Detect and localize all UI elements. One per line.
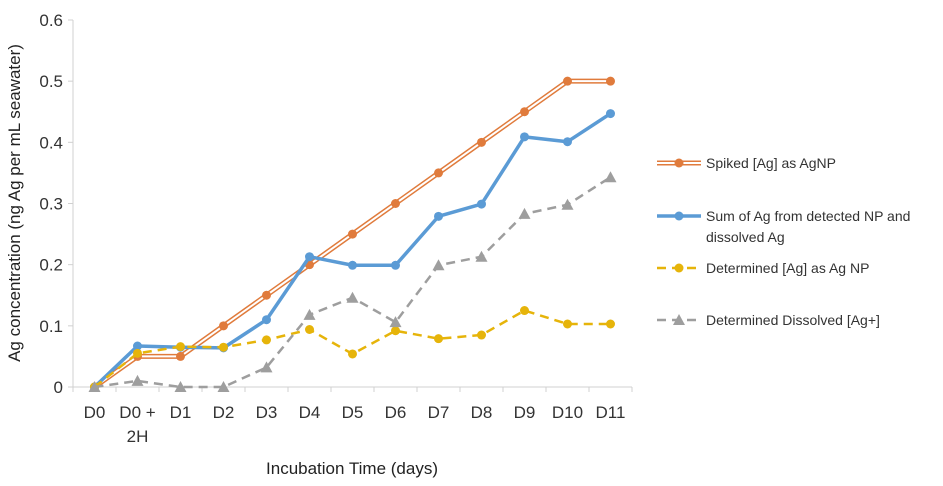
data-point: [348, 260, 357, 270]
data-point: [305, 325, 314, 335]
series-line: [93, 112, 612, 389]
data-point: [391, 326, 400, 336]
legend-marker: [674, 211, 684, 221]
data-point: [606, 109, 615, 119]
legend-marker: [674, 263, 684, 273]
data-point: [477, 330, 486, 340]
data-point: [520, 107, 529, 117]
y-tick-label: 0.3: [39, 195, 63, 214]
data-point: [219, 321, 228, 331]
x-tick-label: D7: [428, 403, 450, 422]
x-tick-label: D3: [256, 403, 278, 422]
data-point: [604, 171, 617, 183]
data-point: [518, 207, 531, 219]
data-point: [391, 199, 400, 208]
y-tick-label: 0.1: [39, 317, 63, 336]
data-point: [475, 250, 488, 262]
series-line: [93, 309, 611, 388]
data-point: [133, 341, 142, 351]
y-tick-label: 0: [54, 378, 63, 397]
data-point: [133, 348, 142, 358]
data-point: [563, 319, 572, 329]
y-axis-title: Ag concentration (ng Ag per mL seawater): [5, 44, 24, 362]
x-tick-label: D0: [84, 403, 106, 422]
data-point: [88, 381, 101, 392]
data-point: [176, 351, 185, 361]
data-point: [305, 252, 314, 262]
x-axis: D0 D0 +2H D1 D2 D3 D4 D5 D6 D7 D8 D9 D10 D11: [72, 386, 633, 446]
legend-entry: Determined Dissolved [Ag+]: [657, 312, 880, 328]
data-point: [606, 76, 615, 86]
x-tick-label: D11: [596, 403, 626, 422]
data-point: [262, 315, 271, 325]
data-point: [434, 334, 443, 344]
series-layer: [88, 76, 617, 392]
series-1: [90, 76, 615, 392]
data-point: [260, 361, 273, 373]
data-point: [563, 137, 572, 147]
y-tick-label: 0.2: [39, 256, 63, 275]
x-axis-title: Incubation Time (days): [266, 459, 438, 478]
legend-label: Sum of Ag from detected NP and dissolved …: [706, 208, 910, 245]
series-2: [90, 109, 615, 392]
x-tick-label: D1: [170, 403, 192, 422]
data-point: [176, 342, 185, 352]
x-tick-label: D9: [514, 403, 536, 422]
data-point: [391, 260, 400, 270]
data-point: [434, 211, 443, 221]
data-point: [262, 335, 271, 345]
x-tick-label: D6: [385, 403, 407, 422]
x-tick-label: D4: [299, 403, 321, 422]
legend: Spiked [Ag] as AgNP Sum of Ag from detect…: [657, 155, 910, 328]
data-point: [131, 374, 144, 386]
legend-label: Determined [Ag] as Ag NP: [706, 260, 869, 276]
legend-label: Determined Dissolved [Ag+]: [706, 312, 880, 328]
x-tick-label: D0 +2H: [119, 403, 155, 446]
legend-entry: Sum of Ag from detected NP and dissolved …: [657, 208, 910, 245]
y-axis: 0 0.1 0.2 0.3 0.4 0.5 0.6: [39, 11, 74, 397]
data-point: [217, 381, 230, 392]
x-tick-label: D5: [342, 403, 364, 422]
data-point: [348, 229, 357, 239]
data-point: [561, 198, 574, 210]
legend-marker: [674, 158, 684, 168]
x-tick-label: D8: [471, 403, 493, 422]
data-point: [219, 342, 228, 352]
legend-entry: Determined [Ag] as Ag NP: [657, 260, 869, 276]
data-point: [520, 306, 529, 316]
data-point: [174, 381, 187, 392]
data-point: [477, 199, 486, 209]
y-tick-label: 0.5: [39, 72, 63, 91]
data-point: [563, 76, 572, 86]
legend-marker: [673, 314, 685, 325]
y-tick-label: 0.4: [39, 133, 63, 152]
x-tick-label: D2: [213, 403, 235, 422]
legend-label: Spiked [Ag] as AgNP: [706, 155, 836, 171]
data-point: [346, 291, 359, 303]
y-tick-label: 0.6: [39, 11, 63, 30]
series-3: [90, 306, 615, 392]
data-point: [303, 308, 316, 320]
data-point: [262, 290, 271, 300]
data-point: [389, 316, 402, 328]
legend-entry: Spiked [Ag] as AgNP: [657, 155, 836, 171]
data-point: [348, 349, 357, 359]
data-point: [606, 319, 615, 329]
data-point: [477, 137, 486, 147]
data-point: [432, 259, 445, 271]
x-tick-label: D10: [552, 403, 583, 422]
data-point: [520, 132, 529, 142]
data-point: [434, 168, 443, 178]
series-4: [88, 171, 617, 392]
